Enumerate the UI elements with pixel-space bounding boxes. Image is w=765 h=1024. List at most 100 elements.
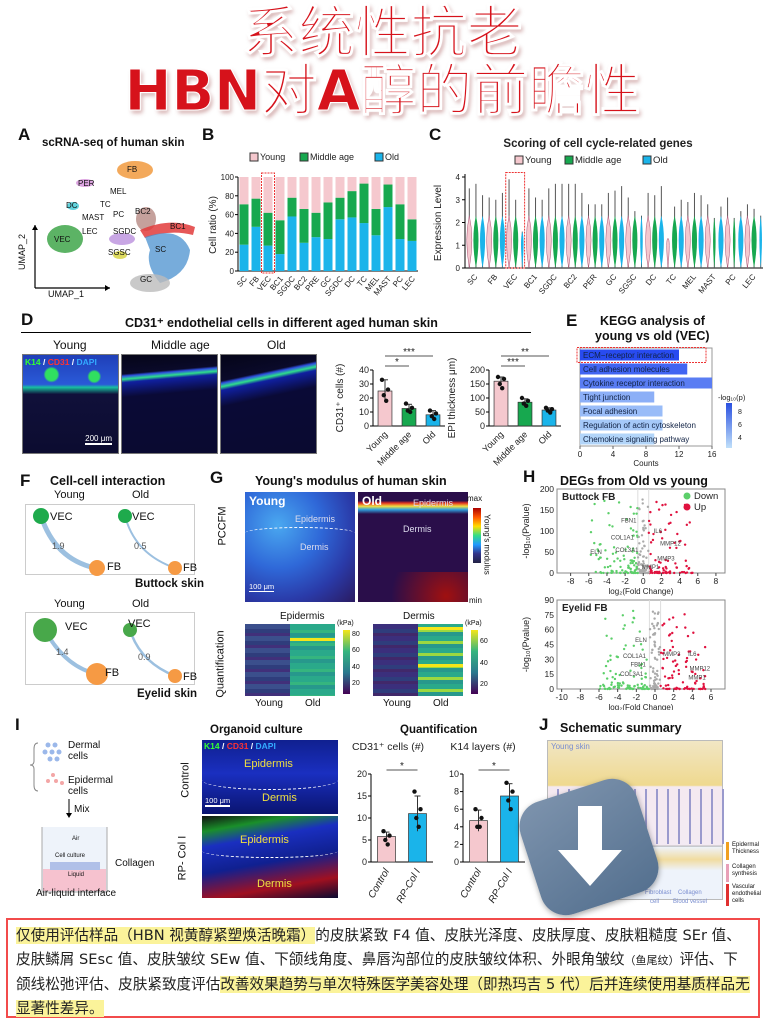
legend-swatch-down [683,492,691,500]
collagen-signal [358,572,468,602]
bar-segment-young [275,177,285,221]
gene-point [675,546,678,550]
y-tick-label: 200 [540,484,554,494]
gene-point [640,666,643,670]
gene-label: COL1A1 [623,654,647,660]
y-tick-label: 50 [475,407,485,417]
image-label: Middle age [151,338,210,352]
gene-point [662,568,665,572]
group-label-young: Young [54,598,85,610]
gene-point [648,636,652,639]
gene-point [690,571,693,575]
data-point [504,780,509,785]
group-label-young: Young [54,489,85,501]
gene-point [633,556,636,560]
colorbar-tick: 40 [480,660,488,667]
gene-point [702,684,705,688]
gene-point [653,617,656,620]
gene-point [673,541,676,545]
gene-point [694,672,697,676]
x-tick-label: -10 [556,692,569,702]
gene-point [664,528,667,532]
gene-point [604,664,608,668]
colorbar-unit: (kPa) [337,620,354,627]
gene-label: FBN1 [631,663,647,669]
gene-point [652,667,655,670]
gene-point [657,627,660,631]
node-label-vec: VEC [50,511,73,523]
x-tick-label: -4 [614,692,622,702]
y-tick-label: 60 [225,211,234,220]
gene-point [658,678,661,681]
y-tick-label: 4 [456,173,461,182]
gene-point [667,683,670,687]
gene-point [631,621,634,624]
gene-point [619,571,622,574]
gene-point [668,687,671,691]
significance-label: *** [403,347,415,358]
gene-point [653,645,657,648]
legend-label: Old [653,155,668,166]
gene-point [648,684,652,687]
violin-middle-age [592,215,598,268]
gene-point [651,538,655,542]
gene-point [648,565,652,568]
data-point [383,837,388,843]
y-tick-label: 3 [456,196,461,205]
gene-point [641,498,644,501]
data-point [433,411,439,416]
violin-young [545,215,552,269]
violin-old [521,231,524,268]
gene-point [651,670,655,673]
gene-point [620,684,623,687]
gene-label: COL3A1 [615,548,639,554]
bar-segment-young [263,177,273,213]
gene-point [639,643,643,646]
data-point [381,829,386,834]
bar-segment-middle-age [335,197,345,220]
gene-point [675,566,678,569]
gene-point [614,551,618,554]
gene-point [668,546,672,549]
quantification-title: Quantification [400,724,478,736]
y-axis-label: EPI thickness μm) [447,358,458,439]
pathway-label: ECM−receptor interaction [583,351,674,360]
boundary-line [202,770,338,790]
x-tick-label: 6 [709,692,714,702]
gene-point [639,550,642,553]
gene-point [611,525,614,528]
thickness-arrow [726,842,729,860]
violin-young [565,215,572,269]
x-tick-label: LEC [741,272,758,290]
y-tick-label: 150 [540,505,554,515]
gene-point [684,665,688,669]
gene-point [632,534,635,537]
cluster-label: DC [66,201,78,210]
legend-swatch [642,155,652,165]
bar-segment-young [311,177,321,213]
map-label: Old [362,494,382,508]
gene-point [637,535,640,539]
cluster-label: BC1 [170,222,186,231]
gene-point [589,530,593,534]
gene-point [616,557,619,560]
bar-segment-young [347,177,357,192]
violin-middle-age [713,217,716,268]
download-button[interactable] [512,772,666,922]
region-label: Dermis [300,542,329,552]
gene-point [622,554,625,557]
colorbar [473,508,481,563]
cluster-label: MAST [82,213,105,222]
gene-point [667,634,671,637]
legend-label: Young [525,155,552,166]
x-tick-label: -6 [585,576,593,586]
gene-point [636,562,640,566]
gene-point [645,568,648,572]
gene-point [675,510,678,514]
data-point [508,807,513,812]
gene-point [659,684,662,688]
legend-swatch [564,155,574,165]
data-point [416,824,421,829]
data-point [500,386,505,391]
gene-point [704,687,707,691]
